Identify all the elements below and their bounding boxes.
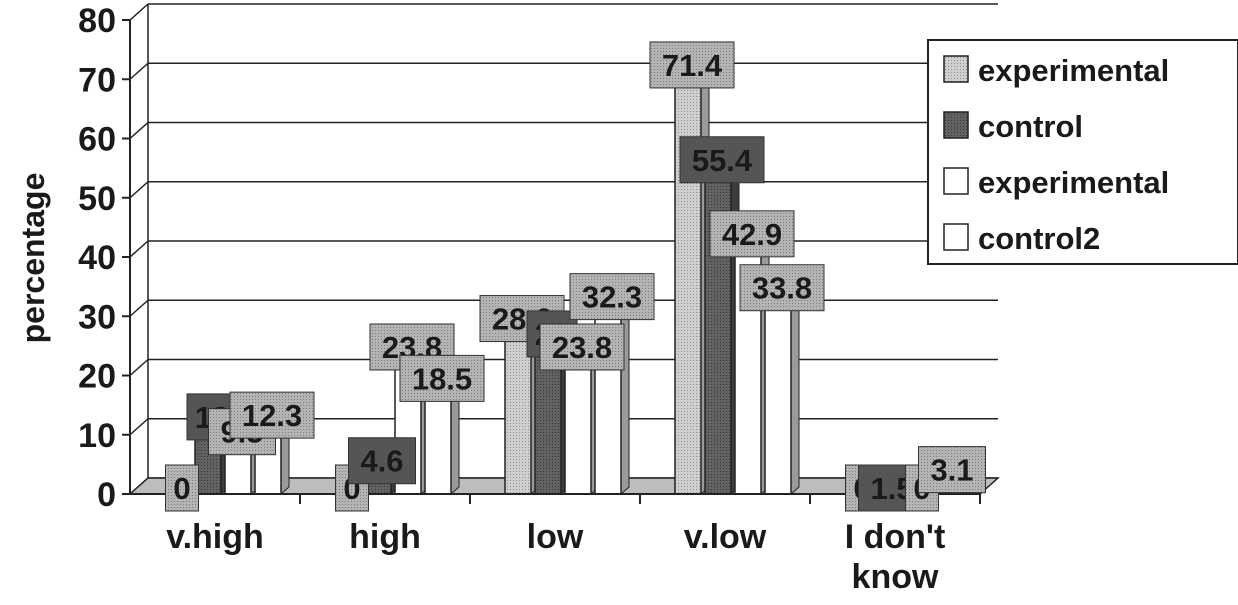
x-tick-label-line: know [852, 558, 939, 596]
bar-side [790, 285, 800, 496]
data-label: 33.8 [739, 264, 825, 312]
legend-box [927, 39, 1238, 265]
data-label-box [165, 464, 199, 512]
x-tick-label-line: high [349, 518, 421, 556]
legend-swatch [943, 111, 969, 139]
data-label-box [569, 273, 655, 321]
data-label-text: 23.8 [552, 330, 612, 365]
bar-front [674, 70, 702, 495]
data-label-text: 32.3 [582, 280, 642, 315]
gridline-diagonal [129, 358, 149, 377]
gridline-diagonal [129, 121, 149, 140]
y-tick-label: 60 [78, 121, 116, 159]
y-tick-label: 40 [78, 239, 116, 277]
legend-swatch [943, 223, 969, 251]
legend-label: experimental [978, 165, 1169, 200]
data-label-text: 0 [173, 471, 190, 506]
bar [673, 62, 711, 496]
bar-front [764, 292, 792, 495]
x-tick-label-line: I don't [845, 518, 946, 556]
legend-swatch [943, 167, 969, 195]
data-label-text: 71.4 [662, 48, 723, 83]
y-tick-label: 10 [78, 417, 116, 455]
data-label-box [539, 323, 625, 371]
data-label-box [229, 391, 315, 439]
gridline-diagonal [129, 299, 149, 317]
data-label-box [399, 354, 485, 402]
data-label-box [348, 437, 416, 485]
x-tick-label-line: v.high [166, 518, 264, 556]
data-label: 42.9 [709, 210, 795, 258]
legend-label: control [978, 109, 1083, 144]
legend: experimental control experimental control2 [927, 39, 1238, 265]
data-labels-group: 0129.512.304.623.818.528.62623.832.371.4… [165, 41, 986, 512]
data-label-box [918, 446, 986, 494]
data-label: 23.8 [539, 323, 625, 371]
data-label-text: 3.1 [930, 453, 973, 488]
data-label-box [739, 264, 825, 312]
y-tick-label: 80 [78, 2, 116, 40]
data-label: 18.5 [399, 354, 485, 402]
data-label-text: 55.4 [692, 143, 753, 178]
gridline-diagonal [129, 3, 149, 21]
data-label: 3.1 [918, 446, 986, 494]
x-tick-label-line: v.low [684, 518, 767, 556]
x-tick-label: v.low [684, 518, 767, 556]
data-label-box [709, 210, 795, 258]
axes-group: 0 10 20 30 40 50 60 70 80 v.high high low v.low I don… [78, 2, 981, 596]
data-label: 12.3 [229, 391, 315, 439]
gridline-diagonal [129, 62, 149, 80]
x-tick-label: low [527, 518, 584, 556]
data-label: 0 [165, 464, 199, 512]
x-tick-label-line: low [527, 518, 584, 556]
gridline-diagonal [129, 418, 149, 436]
y-tick-label: 50 [78, 180, 116, 218]
x-tick-label: high [349, 518, 421, 556]
data-label-text: 33.8 [752, 271, 812, 306]
bar [763, 285, 801, 496]
data-label: 32.3 [569, 273, 655, 321]
legend-label: control2 [978, 221, 1100, 256]
data-label-box [649, 41, 735, 89]
data-label-text: 12.3 [242, 398, 302, 433]
data-label: 55.4 [679, 136, 765, 184]
data-label: 4.6 [348, 437, 416, 485]
y-tick-label: 70 [78, 61, 116, 99]
y-tick-label: 30 [78, 298, 116, 336]
data-label: 71.4 [649, 41, 735, 89]
gridline-diagonal [129, 181, 149, 199]
legend-swatch [943, 55, 969, 83]
x-tick-label: I don't know [845, 518, 946, 596]
data-label-text: 42.9 [722, 217, 782, 252]
bar-front [564, 352, 592, 495]
gridline-diagonal [129, 240, 149, 258]
bar-front [424, 383, 452, 495]
bar [703, 157, 741, 496]
data-label-text: 4.6 [360, 444, 403, 479]
y-axis-label: percentage [15, 173, 51, 344]
y-tick-label: 0 [97, 476, 116, 514]
y-tick-label: 20 [78, 358, 116, 396]
legend-label: experimental [978, 53, 1169, 88]
x-tick-label: v.high [166, 518, 264, 556]
data-label-text: 18.5 [412, 361, 472, 396]
data-label-box [679, 136, 765, 184]
